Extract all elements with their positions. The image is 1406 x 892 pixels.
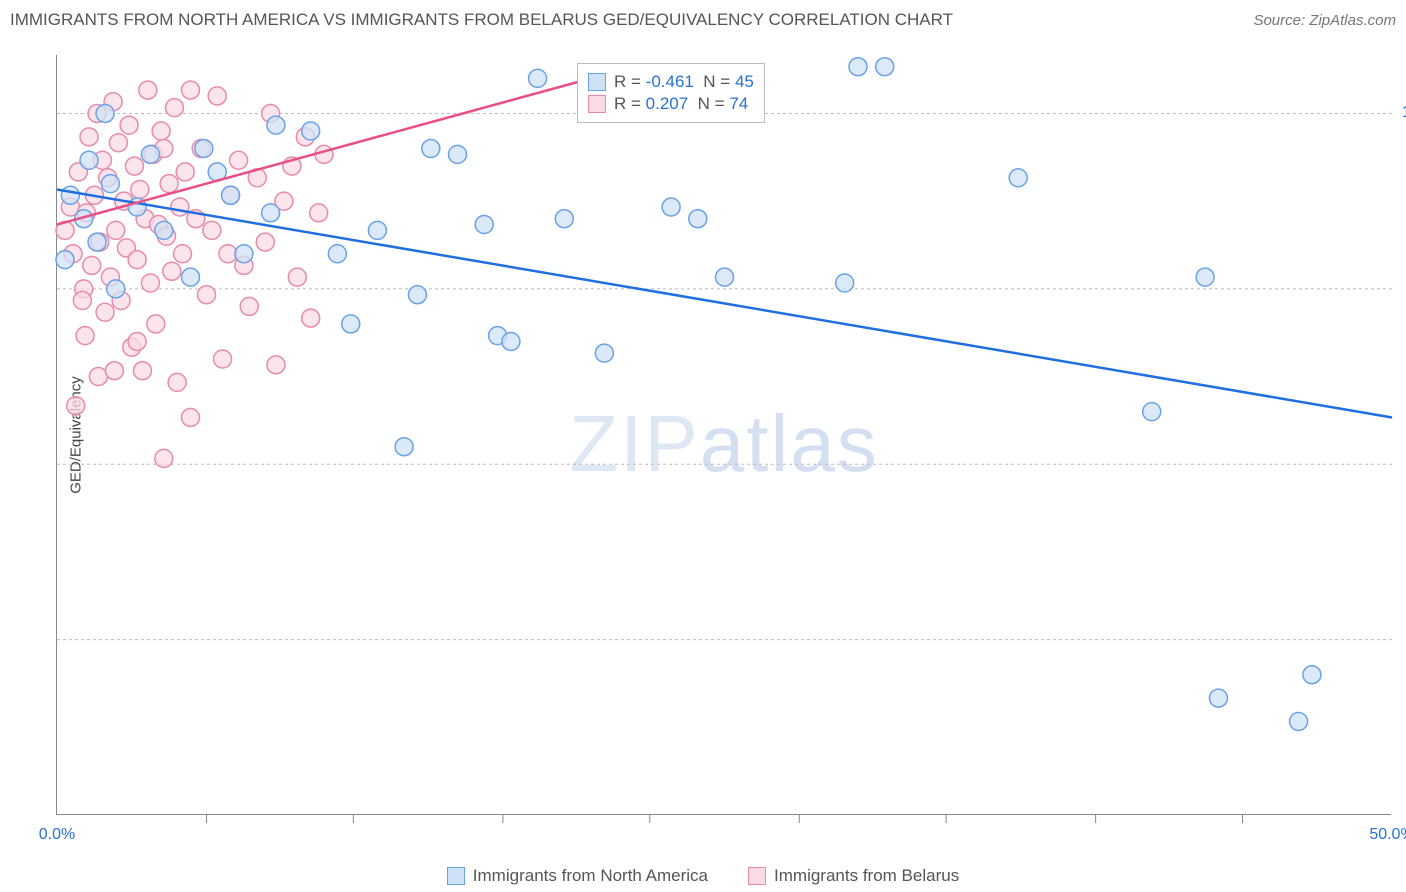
plot-area <box>57 55 1391 814</box>
legend-swatch <box>588 95 606 113</box>
stats-box: R = -0.461 N = 45R = 0.207 N = 74 <box>577 63 765 123</box>
legend-label: Immigrants from North America <box>473 866 708 886</box>
legend-swatch <box>748 867 766 885</box>
stats-row: R = 0.207 N = 74 <box>588 94 754 114</box>
x-tick-label: 50.0% <box>1369 826 1406 844</box>
legend-label: Immigrants from Belarus <box>774 866 959 886</box>
source-label: Source: ZipAtlas.com <box>1253 12 1396 29</box>
chart-frame: GED/Equivalency ZIPatlas 55.0%70.0%85.0%… <box>56 55 1391 815</box>
stats-text: R = 0.207 N = 74 <box>614 94 748 114</box>
legend-swatch <box>447 867 465 885</box>
y-tick-label: 100.0% <box>1402 104 1406 122</box>
stats-text: R = -0.461 N = 45 <box>614 72 754 92</box>
title-bar: IMMIGRANTS FROM NORTH AMERICA VS IMMIGRA… <box>10 10 1396 30</box>
legend-swatch <box>588 73 606 91</box>
x-tick-label: 0.0% <box>39 826 75 844</box>
legend-bar: Immigrants from North America Immigrants … <box>0 860 1406 892</box>
legend-item: Immigrants from Belarus <box>748 866 959 886</box>
chart-title: IMMIGRANTS FROM NORTH AMERICA VS IMMIGRA… <box>10 10 953 30</box>
stats-row: R = -0.461 N = 45 <box>588 72 754 92</box>
legend-item: Immigrants from North America <box>447 866 708 886</box>
